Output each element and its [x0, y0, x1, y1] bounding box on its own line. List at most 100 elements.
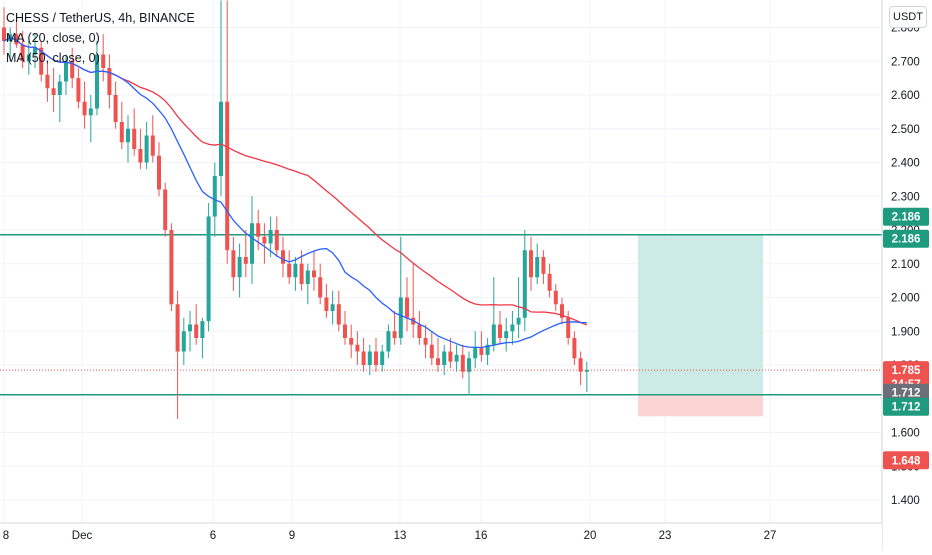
candle — [188, 311, 192, 352]
time-tick-label: 23 — [659, 530, 672, 542]
candle-body — [553, 290, 558, 305]
price-scale[interactable]: 1.4001.5001.6001.7001.8001.9002.0002.100… — [891, 23, 920, 508]
candle — [119, 101, 124, 149]
candle-body — [175, 304, 180, 352]
price-tick-label: 2.000 — [891, 293, 920, 305]
candle — [392, 311, 397, 345]
candle — [88, 95, 93, 143]
candle — [448, 338, 453, 369]
price-tick-label: 1.900 — [891, 326, 920, 338]
candle-body — [256, 223, 261, 237]
price-tag: 1.712 — [883, 383, 929, 402]
candle — [454, 344, 459, 372]
candle-body — [305, 270, 310, 284]
candle — [70, 47, 75, 89]
candle-body — [560, 304, 564, 318]
candle — [132, 108, 137, 156]
candle — [262, 223, 267, 264]
candle-body — [132, 128, 137, 149]
candle-body — [212, 176, 217, 217]
candle-body — [119, 122, 124, 143]
candle-body — [225, 101, 230, 251]
candle — [206, 203, 211, 332]
candle — [82, 81, 87, 129]
time-tick-label: 20 — [584, 530, 597, 542]
candle — [64, 54, 68, 95]
candle-body — [312, 270, 316, 278]
candle-body — [392, 331, 397, 338]
candle-body — [343, 324, 347, 338]
candle — [491, 277, 496, 352]
candle — [144, 122, 149, 170]
price-tag-label: 1.712 — [892, 388, 921, 400]
price-tag: 2.186 — [883, 229, 929, 248]
candle — [200, 317, 205, 359]
horizontal-levels[interactable] — [0, 233, 882, 396]
candle-body — [262, 236, 267, 244]
candle — [467, 351, 471, 396]
time-scale[interactable]: 8 Dec 6 9 13 16 20 23 27 — [3, 530, 777, 542]
candle — [429, 331, 434, 365]
chart-legend: CHESS / TetherUS, 4h, BINANCE MA (20, cl… — [6, 8, 195, 68]
candle — [405, 277, 409, 332]
candle — [522, 230, 527, 332]
candle — [473, 331, 478, 369]
candle — [460, 344, 465, 379]
currency-unit-button[interactable]: USDT — [889, 6, 927, 28]
ma50-legend[interactable]: MA (50, close, 0) — [6, 51, 100, 65]
candle — [498, 311, 502, 345]
candle — [374, 338, 378, 372]
candle-body — [405, 297, 409, 318]
long-position-zones[interactable] — [638, 234, 763, 417]
time-tick-label: 9 — [289, 530, 295, 542]
candle — [436, 338, 440, 372]
candle-body — [336, 304, 341, 325]
price-tag-bg — [883, 229, 929, 248]
candle-body — [20, 44, 25, 62]
profit-zone[interactable] — [638, 234, 763, 395]
candle-body — [287, 263, 292, 278]
time-scale-bg[interactable] — [0, 523, 882, 550]
price-tick-label: 1.600 — [891, 428, 920, 440]
candle-body — [163, 189, 168, 230]
candle-body — [429, 344, 434, 359]
candle — [2, 7, 6, 55]
candle — [287, 250, 292, 284]
price-tick-label: 1.400 — [891, 495, 920, 507]
ma20-legend[interactable]: MA (20, close, 0) — [6, 31, 100, 45]
candle-body — [206, 216, 211, 322]
candle-body — [485, 344, 490, 355]
candle — [529, 236, 533, 291]
candle-body — [194, 324, 199, 338]
candle-body — [268, 230, 273, 244]
candle — [256, 209, 261, 251]
candle — [45, 61, 50, 102]
candle — [572, 331, 577, 365]
candle — [411, 263, 416, 338]
loss-zone[interactable] — [638, 394, 763, 417]
candle — [150, 115, 155, 163]
candle — [343, 311, 347, 345]
candle — [547, 263, 552, 298]
ma20-line — [3, 36, 587, 349]
symbol-title[interactable]: CHESS / TetherUS, 4h, BINANCE — [6, 11, 195, 25]
time-tick-label: 6 — [210, 530, 216, 542]
price-tick-label: 2.500 — [891, 124, 920, 136]
candle — [479, 331, 484, 362]
candle — [535, 243, 540, 284]
price-tag-label: 1.648 — [892, 455, 921, 467]
candle — [305, 263, 310, 305]
candle-body — [398, 297, 403, 338]
candle — [560, 297, 564, 325]
candle-body — [76, 78, 81, 102]
candle — [243, 230, 248, 278]
candle — [355, 331, 360, 365]
candle-body — [535, 257, 540, 278]
candle — [175, 290, 180, 419]
candle-body — [479, 348, 484, 355]
candle — [163, 182, 168, 237]
candle-body — [584, 370, 589, 372]
